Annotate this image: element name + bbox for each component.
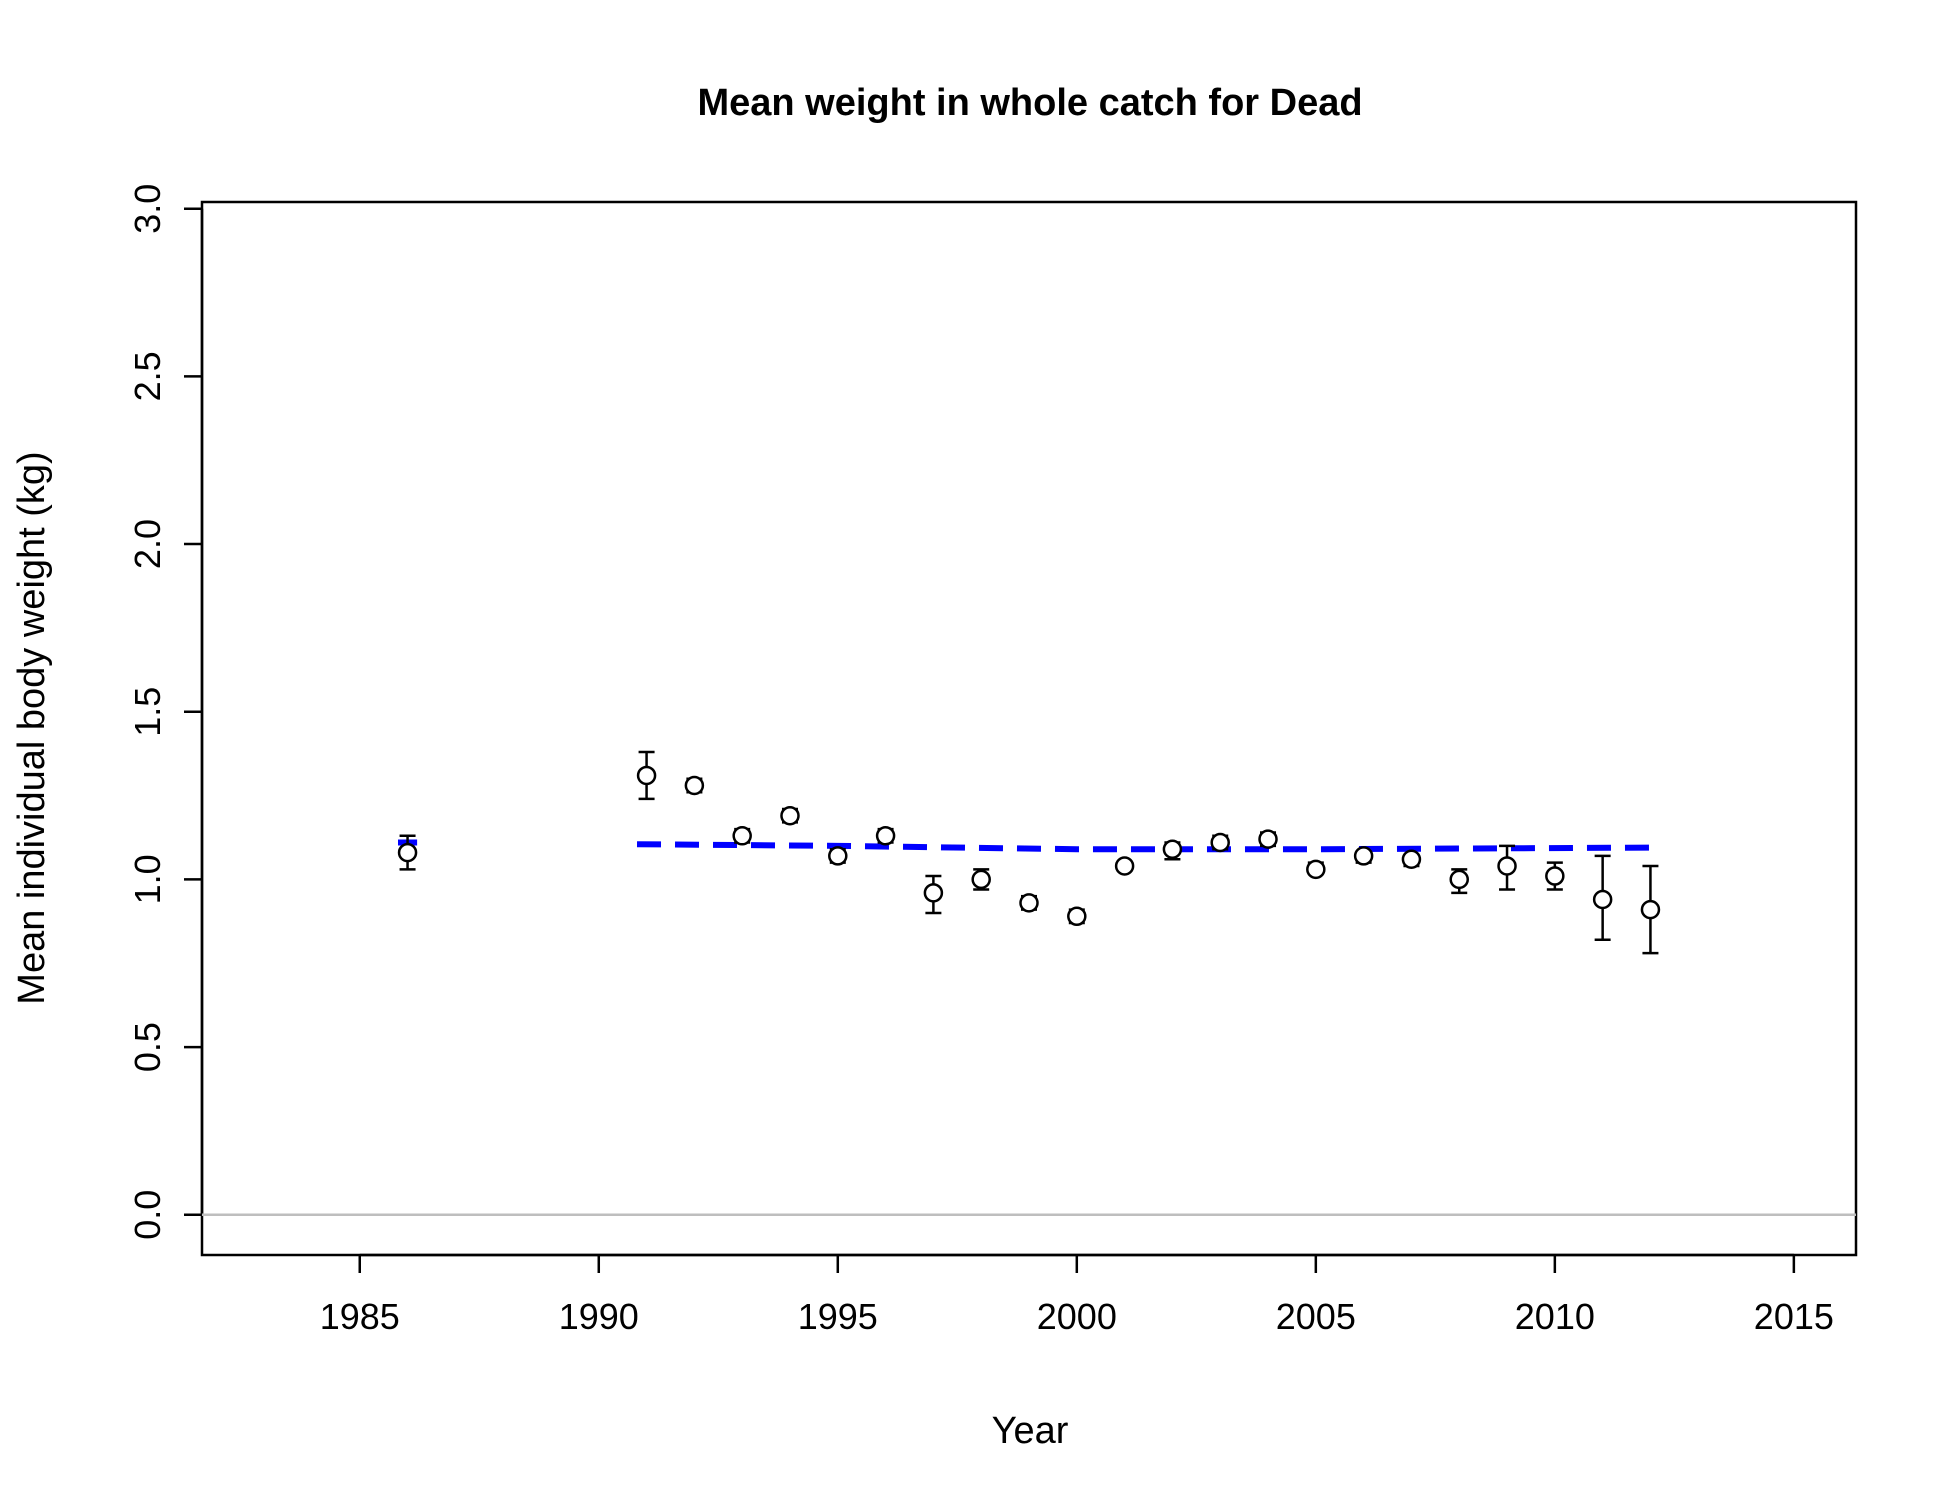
point-marker [1210, 832, 1230, 853]
data-point [732, 826, 752, 846]
data-point [1258, 829, 1278, 849]
point-marker [780, 805, 800, 826]
data-point [780, 805, 800, 826]
point-marker [1067, 906, 1087, 927]
point-marker [1401, 849, 1422, 870]
data-point [923, 874, 944, 915]
plot-frame [200, 200, 1858, 1257]
point-marker [971, 869, 991, 890]
data-point [1353, 846, 1374, 866]
x-tick-label: 2010 [1515, 1296, 1595, 1337]
y-tick-label: 2.0 [127, 519, 168, 569]
point-marker [1353, 846, 1374, 866]
point-marker [1497, 856, 1517, 876]
point-marker [923, 883, 944, 903]
point-marker [1114, 856, 1135, 876]
y-tick-label: 0.0 [127, 1190, 168, 1240]
x-tick-label: 2005 [1276, 1296, 1356, 1337]
y-tick-label: 3.0 [127, 184, 168, 234]
y-tick-label: 1.0 [127, 854, 168, 904]
observed-series [397, 750, 1661, 955]
data-point [397, 834, 418, 871]
x-axis-label: Year [992, 1410, 1069, 1452]
expected-series [397, 839, 1661, 853]
data-point [684, 775, 705, 796]
data-point [636, 750, 657, 801]
point-marker [1019, 893, 1039, 913]
data-point [1401, 849, 1422, 870]
y-tick-label: 2.5 [127, 351, 168, 401]
point-marker [636, 765, 657, 786]
x-tick-label: 1995 [798, 1296, 878, 1337]
y-axis-label: Mean individual body weight (kg) [11, 451, 53, 1004]
x-axis: 1985 1990 1995 2000 2005 2010 2015 [320, 1253, 1834, 1337]
data-point [828, 846, 848, 866]
data-point [1449, 868, 1469, 895]
y-axis: 0.0 0.5 1.0 1.5 2.0 2.5 3.0 [127, 184, 204, 1240]
point-marker [1592, 889, 1613, 910]
point-marker [397, 842, 418, 863]
data-point [875, 826, 896, 846]
point-marker [1162, 839, 1183, 859]
data-point [1497, 844, 1517, 891]
point-marker [1640, 899, 1661, 920]
chart-title: Mean weight in whole catch for Dead [697, 82, 1362, 124]
y-tick-label: 1.5 [127, 687, 168, 737]
data-point [1019, 893, 1039, 913]
point-marker [1545, 866, 1565, 886]
y-tick-label: 0.5 [127, 1022, 168, 1072]
point-marker [875, 826, 896, 846]
data-point [1067, 906, 1087, 927]
data-point [1114, 856, 1135, 876]
point-marker [1306, 859, 1326, 880]
data-point [971, 868, 991, 891]
x-tick-label: 2000 [1037, 1296, 1117, 1337]
x-tick-label: 1985 [320, 1296, 400, 1337]
data-point [1162, 839, 1183, 861]
data-point [1306, 859, 1326, 880]
x-tick-label: 1990 [559, 1296, 639, 1337]
point-marker [684, 775, 705, 796]
data-point [1640, 864, 1661, 955]
data-point [1545, 861, 1565, 891]
point-marker [1449, 869, 1469, 890]
data-point [1592, 854, 1613, 942]
x-tick-label: 2015 [1754, 1296, 1834, 1337]
data-point [1210, 832, 1230, 853]
point-marker [828, 846, 848, 866]
point-marker [732, 826, 752, 846]
point-marker [1258, 829, 1278, 849]
expected-line [636, 841, 1661, 853]
